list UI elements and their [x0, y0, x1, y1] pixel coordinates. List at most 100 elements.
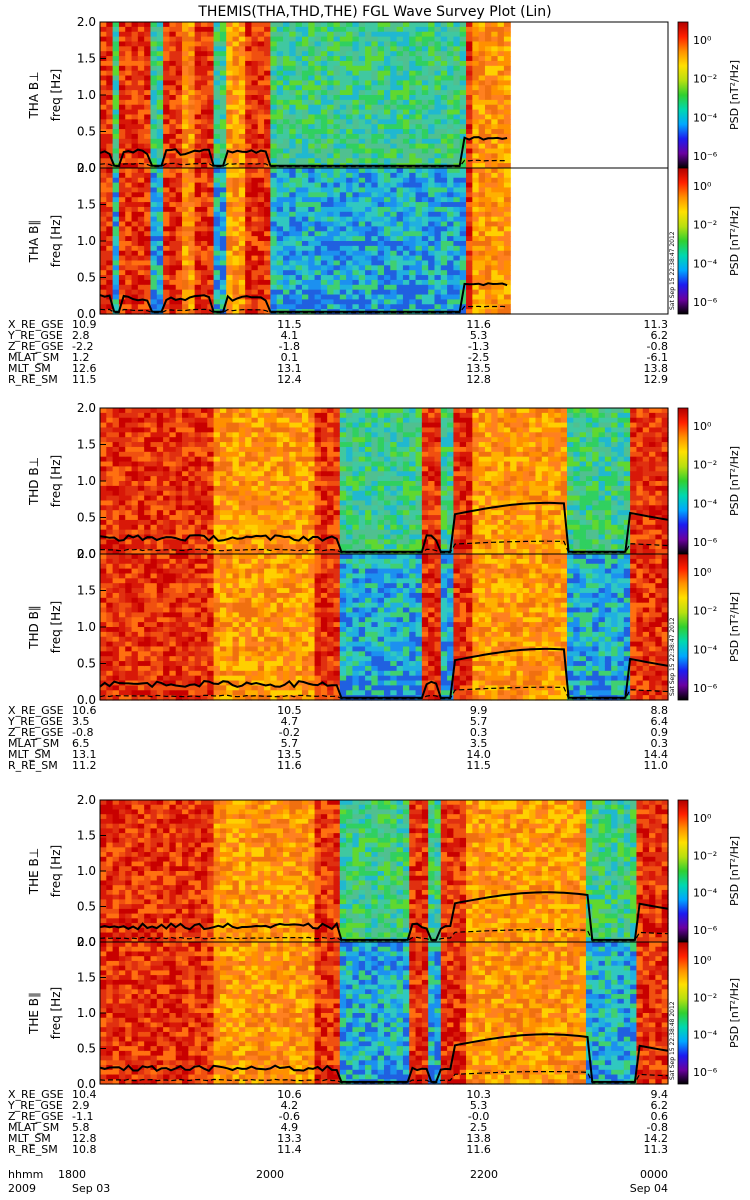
spectrogram-cell — [219, 442, 227, 448]
spectrogram-cell — [497, 192, 505, 198]
spectrogram-cell — [484, 70, 492, 77]
spectrogram-cell — [283, 90, 290, 96]
ephemeris-value: 5.3 — [470, 329, 488, 342]
spectrogram-cell — [264, 148, 271, 154]
spectrogram-cell — [320, 138, 328, 145]
spectrogram-cell — [131, 299, 139, 305]
y-tick-label: 0.0 — [77, 161, 96, 175]
spectrogram-cell — [112, 481, 120, 487]
spectrogram-cell — [276, 456, 284, 463]
spectrogram-cell — [295, 500, 303, 506]
spectrogram-cell — [472, 211, 480, 218]
spectrogram-cell — [207, 250, 215, 257]
spectrogram-cell — [466, 124, 473, 130]
spectrogram-cell — [219, 515, 227, 521]
spectrogram-cell — [106, 524, 114, 531]
spectrogram-cell — [219, 471, 227, 477]
spectrogram-cell — [415, 182, 423, 189]
spectrogram-cell — [270, 442, 278, 448]
spectrogram-cell — [339, 260, 347, 266]
spectrogram-cell — [232, 446, 240, 453]
spectrogram-cell — [232, 192, 240, 198]
spectrogram-cell — [478, 56, 486, 62]
spectrogram-cell — [377, 202, 385, 208]
spectrogram-cell — [434, 80, 442, 86]
spectrogram-cell — [434, 70, 442, 77]
spectrogram-cell — [276, 216, 284, 223]
spectrogram-cell — [276, 427, 284, 433]
spectrogram-cell — [491, 197, 499, 203]
spectrogram-cell — [257, 70, 265, 77]
spectrogram-cell — [264, 143, 271, 150]
spectrogram-cell — [308, 41, 316, 47]
spectrogram-cell — [175, 461, 183, 467]
spectrogram-cell — [219, 412, 227, 419]
spectrogram-cell — [352, 153, 360, 159]
spectrogram-cell — [175, 544, 183, 550]
spectrogram-cell — [358, 26, 366, 33]
spectrogram-cell — [163, 124, 171, 130]
spectrogram-cell — [188, 211, 196, 218]
spectrogram-cell — [447, 245, 455, 252]
spectrogram-cell — [308, 451, 316, 458]
spectrogram-cell — [163, 270, 171, 276]
spectrogram-cell — [232, 104, 240, 111]
spectrogram-cell — [238, 549, 246, 555]
spectrogram-cell — [283, 495, 290, 502]
spectrogram-cell — [409, 265, 417, 271]
spectrogram-cell — [182, 549, 189, 555]
spectrogram-cell — [371, 216, 379, 223]
spectrogram-cell — [289, 182, 297, 189]
spectrogram-cell — [188, 109, 196, 116]
spectrogram-cell — [421, 56, 429, 62]
spectrogram-cell — [434, 124, 442, 130]
spectrogram-cell — [352, 95, 360, 101]
spectrogram-cell — [358, 46, 366, 52]
spectrogram-cell — [365, 245, 372, 252]
spectrogram-cell — [283, 80, 290, 86]
spectrogram-cell — [276, 31, 284, 38]
spectrogram-cell — [377, 51, 385, 57]
spectrogram-cell — [276, 143, 284, 150]
spectrogram-cell — [207, 46, 215, 52]
spectrogram-cell — [264, 476, 271, 482]
spectrogram-cell — [346, 75, 354, 81]
spectrogram-cell — [264, 265, 271, 271]
spectrogram-cell — [270, 284, 278, 291]
spectrogram-cell — [466, 265, 473, 271]
spectrogram-cell — [131, 206, 139, 213]
spectrogram-cell — [283, 485, 290, 492]
spectrogram-cell — [137, 177, 145, 184]
spectrogram-cell — [346, 138, 354, 145]
spectrogram-cell — [491, 148, 499, 154]
spectrogram-cell — [314, 158, 322, 164]
spectrogram-cell — [156, 226, 164, 232]
spectrogram-cell — [301, 182, 309, 189]
spectrogram-cell — [251, 26, 259, 33]
spectrogram-cell — [238, 422, 246, 429]
spectrogram-cell — [409, 279, 417, 286]
spectrogram-cell — [459, 250, 467, 257]
spectrogram-cell — [144, 80, 152, 86]
spectrogram-cell — [491, 309, 499, 315]
spectrogram-cell — [327, 56, 335, 62]
spectrogram-cell — [232, 119, 240, 125]
spectrogram-cell — [466, 31, 473, 38]
spectrogram-cell — [384, 270, 391, 276]
spectrogram-cell — [295, 51, 303, 57]
spectrogram-cell — [459, 241, 467, 247]
spectrogram-cell — [194, 124, 202, 130]
spectrogram-cell — [327, 177, 335, 184]
spectrogram-cell — [194, 539, 202, 545]
spectrogram-cell — [283, 124, 290, 130]
spectrogram-cell — [270, 90, 278, 96]
spectrogram-cell — [112, 417, 120, 424]
spectrogram-cell — [478, 245, 486, 252]
spectrogram-cell — [295, 206, 303, 213]
spectrogram-cell — [472, 245, 480, 252]
spectrogram-cell — [276, 133, 284, 140]
spectrogram-cell — [156, 461, 164, 467]
spectrogram-cell — [339, 138, 347, 145]
spectrogram-cell — [264, 289, 271, 296]
spectrogram-cell — [333, 124, 341, 130]
